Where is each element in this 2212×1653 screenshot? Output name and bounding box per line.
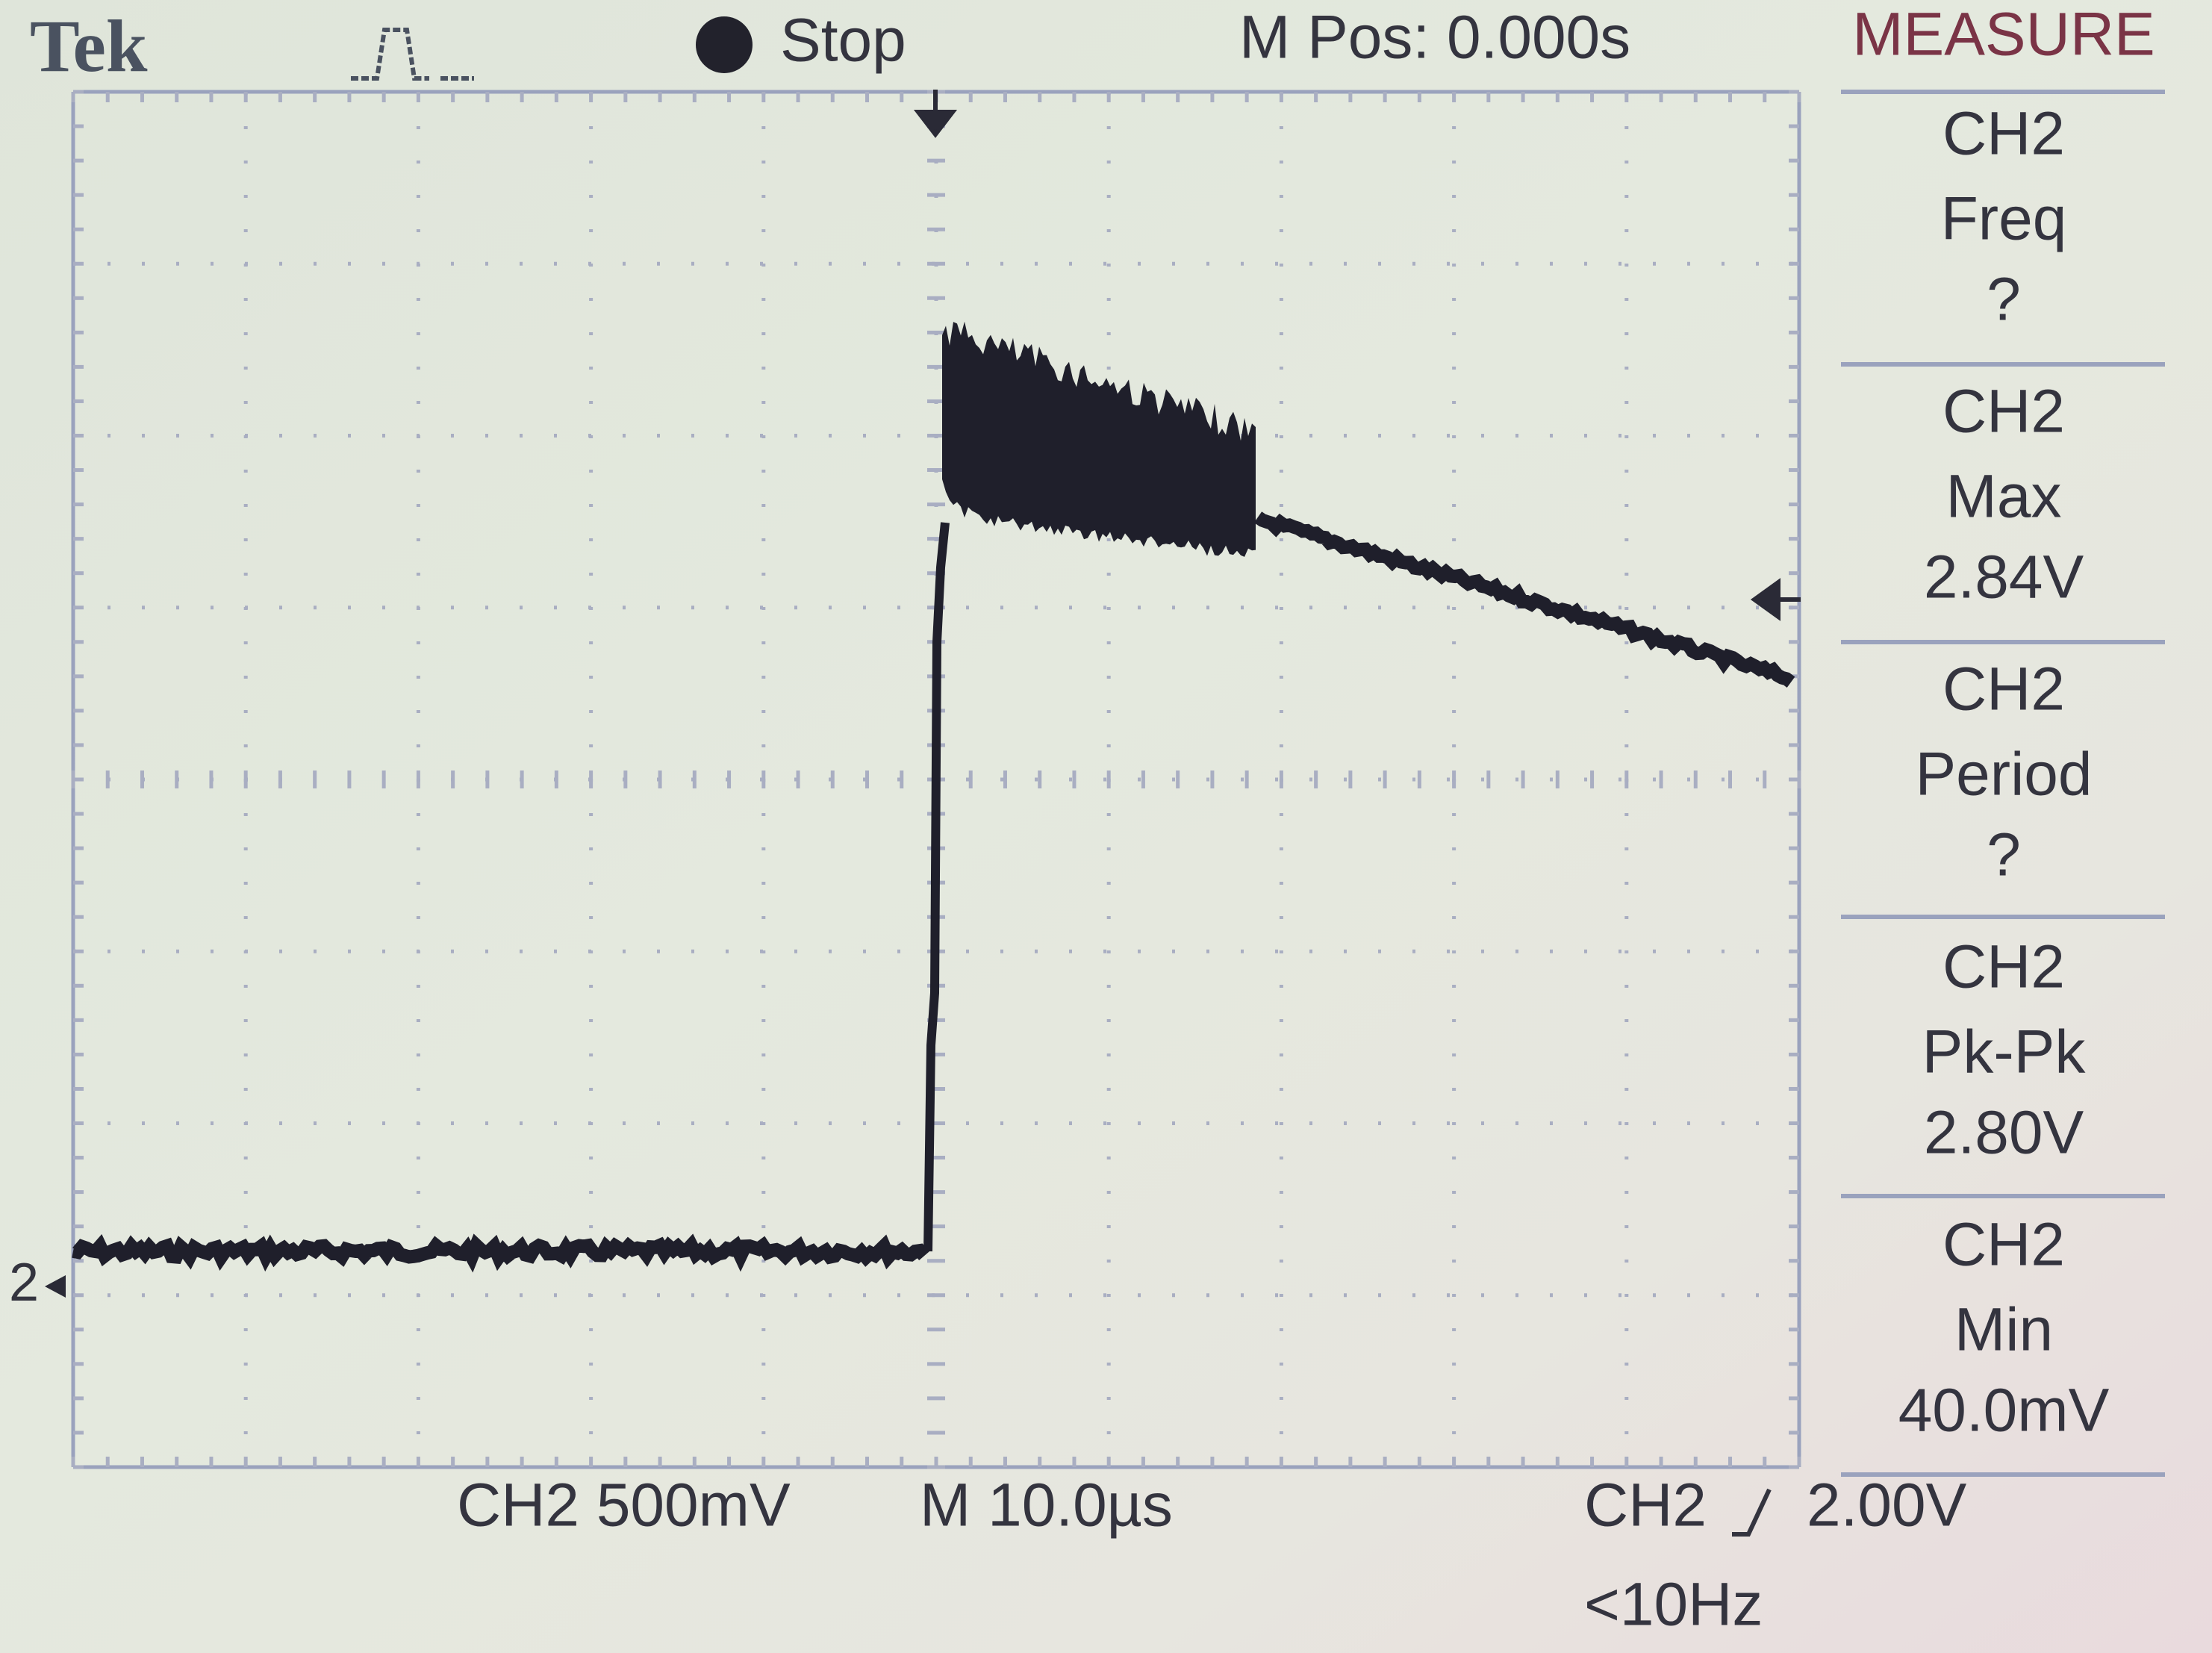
measure-label: Period bbox=[1915, 741, 2092, 809]
measure-label: Pk-Pk bbox=[1922, 1018, 2087, 1086]
measure-value: 2.84V bbox=[1924, 544, 2084, 611]
trigger-frequency: <10Hz bbox=[1584, 1571, 1763, 1639]
measure-value: ? bbox=[1987, 266, 2021, 334]
brand: Tek bbox=[30, 4, 148, 87]
measure-value: ? bbox=[1987, 821, 2021, 889]
measure-label: Freq bbox=[1941, 185, 2067, 253]
horizontal-position: M Pos: 0.000s bbox=[1239, 4, 1630, 72]
run-indicator bbox=[696, 16, 753, 73]
trigger-position-marker bbox=[913, 90, 958, 138]
acquisition-state: Stop bbox=[780, 7, 906, 75]
channel-ground-arrow bbox=[45, 1275, 66, 1298]
trigger-slope bbox=[1732, 1488, 1772, 1537]
menu-title: MEASURE bbox=[1852, 1, 2155, 69]
measure-channel: CH2 bbox=[1942, 656, 2065, 723]
trace-edge bbox=[923, 522, 950, 1252]
measure-channel: CH2 bbox=[1942, 100, 2065, 168]
trace-decay bbox=[1253, 511, 1795, 688]
channel-marker: 2 bbox=[9, 1253, 39, 1313]
measure-label: Min bbox=[1954, 1296, 2053, 1364]
measure-channel: CH2 bbox=[1942, 933, 2065, 1001]
measure-channel: CH2 bbox=[1942, 1211, 2065, 1279]
trigger-source: CH2 bbox=[1584, 1472, 1707, 1540]
trigger-level: 2.00V bbox=[1807, 1472, 1967, 1540]
trigger-level-marker bbox=[1750, 578, 1801, 621]
measure-value: 2.80V bbox=[1924, 1099, 2084, 1167]
trace-noise-band bbox=[942, 321, 1256, 557]
trace-baseline bbox=[72, 1233, 929, 1273]
channel-scale: CH2 500mV bbox=[457, 1472, 791, 1540]
waveform bbox=[72, 321, 1795, 1273]
measure-channel: CH2 bbox=[1942, 378, 2065, 446]
measure-label: Max bbox=[1946, 463, 2062, 531]
time-scale: M 10.0µs bbox=[920, 1472, 1173, 1540]
measure-panel: CH2 Freq? CH2 Max 2.84V CH2 Period? CH2 Pk-Pk 2.8… bbox=[1841, 90, 2165, 1477]
measure-value: 40.0mV bbox=[1898, 1377, 2110, 1445]
trigger-icon bbox=[351, 28, 474, 81]
